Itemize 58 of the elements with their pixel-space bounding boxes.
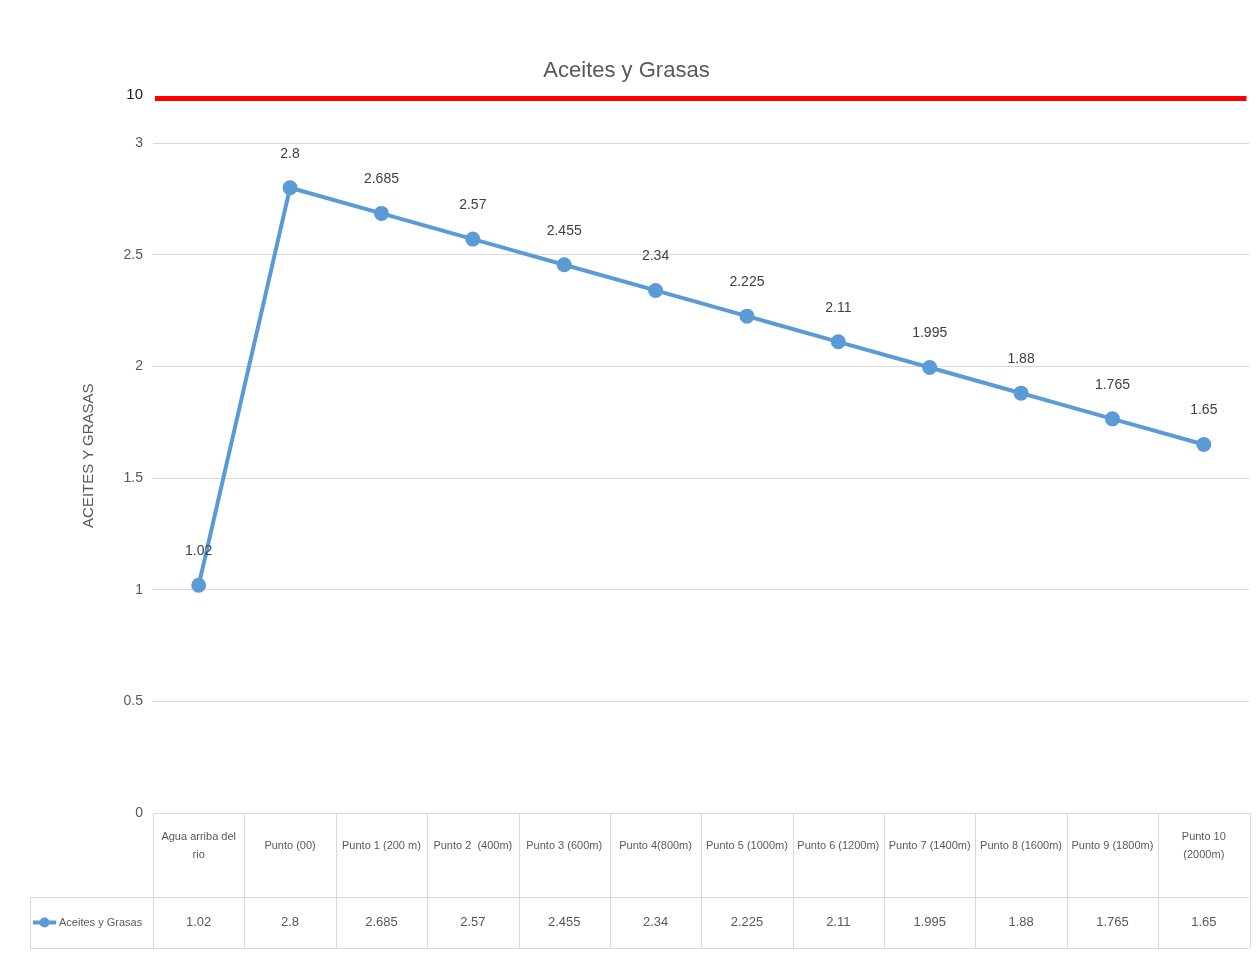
annotation: 2.57: [459, 195, 487, 212]
annotation: 2.34: [641, 247, 670, 264]
annotation: 1.88: [1007, 350, 1035, 367]
data-label: 1.88: [1008, 914, 1034, 930]
data-label: 1.65: [1191, 914, 1217, 930]
legend-label: Aceites y Grasas: [59, 915, 143, 928]
x-tick-label: Punto 2 (400m): [433, 838, 513, 851]
point: [648, 282, 664, 298]
y-tick-label: 0: [135, 803, 144, 820]
x-tick-label: Punto (00): [264, 838, 316, 851]
data-label: 2.455: [547, 914, 581, 930]
data-label: 1.765: [1096, 914, 1129, 930]
point: [1104, 411, 1120, 427]
x-tick-label: Agua arriba del rio: [161, 830, 236, 860]
point: [282, 180, 298, 196]
text: 10: [126, 84, 143, 102]
x-tick-label: Punto 6 (1200m): [797, 838, 880, 851]
annotation: 2.685: [363, 170, 400, 187]
annotation: 1.65: [1190, 401, 1218, 418]
annotation: 2.225: [729, 272, 765, 289]
annotation: 1.765: [1094, 375, 1131, 392]
data-label: 2.225: [730, 914, 764, 930]
annotation: 2.8: [280, 144, 300, 161]
point: [830, 334, 846, 350]
x-tick-label: Punto 9 (1800m): [1071, 838, 1154, 851]
x-tick-label: Punto 3 (600m): [526, 838, 603, 851]
data-label: 2.685: [365, 914, 398, 930]
annotation: 2.455: [546, 221, 582, 238]
x-tick-label: Punto 8 (1600m): [980, 838, 1063, 851]
y-tick-label: 3: [135, 133, 144, 150]
x-tick-label: Punto 10 (2000m): [1181, 830, 1226, 860]
y-tick-label: 1: [135, 580, 144, 597]
point: [739, 308, 755, 324]
y-tick-label: 1.5: [123, 468, 144, 485]
point: [1196, 437, 1212, 453]
point: [556, 257, 572, 273]
data-label: 1.995: [913, 914, 946, 930]
data-label: 2.8: [281, 914, 300, 930]
data-label: 1.02: [186, 914, 212, 930]
y-axis-title: ACEITES Y GRASAS: [79, 383, 97, 528]
annotation: 1.995: [912, 324, 948, 341]
point: [191, 577, 207, 593]
annotation: 2.11: [825, 298, 852, 315]
point: [922, 359, 938, 375]
y-tick-label: 0.5: [123, 692, 144, 709]
x-tick-label: Punto 1 (200 m): [342, 838, 421, 851]
data-label: 2.11: [826, 914, 851, 930]
data-label: 2.34: [642, 914, 669, 930]
point: [1013, 385, 1029, 401]
x-tick-label: Punto 7 (1400m): [888, 838, 971, 851]
point: [465, 231, 481, 247]
y-tick-label: 2: [135, 357, 144, 374]
data-label: 2.57: [460, 914, 486, 930]
point: [373, 205, 389, 221]
x-tick-label: Punto 4(800m): [619, 838, 692, 851]
y-tick-label: 2.5: [123, 245, 144, 262]
x-tick-label: Punto 5 (1000m): [705, 838, 788, 851]
chart-title: Aceites y Grasas: [543, 57, 710, 83]
